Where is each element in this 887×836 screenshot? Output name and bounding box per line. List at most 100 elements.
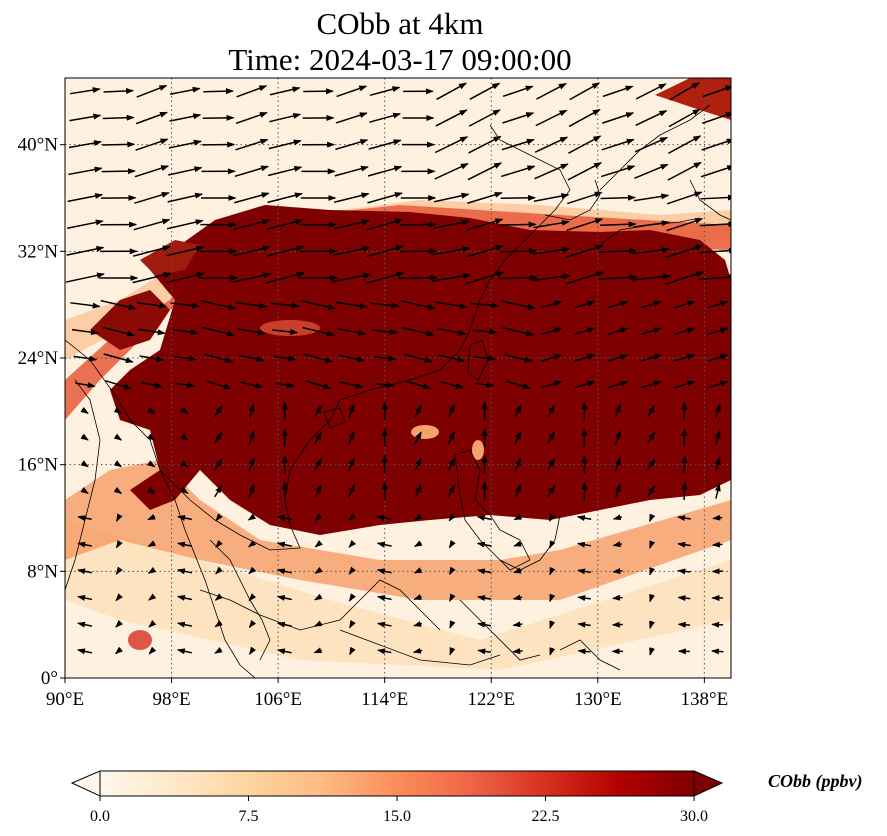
- wind-arrow: [147, 406, 156, 414]
- wind-arrow: [574, 300, 596, 309]
- colorbar-extend-max: [693, 770, 724, 797]
- wind-arrow: [332, 245, 371, 256]
- wind-arrow: [234, 192, 270, 204]
- wind-arrow: [665, 244, 704, 258]
- wind-arrow: [649, 593, 655, 603]
- wind-arrow: [77, 648, 93, 655]
- wind-arrow: [177, 515, 192, 521]
- wind-arrow: [472, 328, 498, 335]
- colorbar-tick-label: 15.0: [383, 808, 411, 825]
- wind-arrow: [232, 272, 272, 283]
- map-frame: [64, 77, 732, 679]
- smoke-plume-patch: [140, 240, 200, 275]
- wind-arrow: [115, 566, 123, 575]
- wind-arrow: [113, 406, 123, 414]
- wind-arrow: [449, 620, 456, 629]
- chart-title: CObb at 4km: [316, 6, 484, 41]
- y-tick-label: 16°N: [18, 455, 59, 476]
- wind-arrow: [314, 513, 323, 522]
- wind-arrow: [649, 647, 655, 656]
- wind-arrow: [77, 621, 93, 628]
- wind-arrow: [669, 82, 701, 101]
- wind-arrow: [549, 620, 556, 629]
- wind-arrow: [501, 138, 535, 151]
- wind-arrow: [677, 595, 691, 602]
- wind-arrow: [649, 540, 656, 549]
- wind-arrow: [102, 141, 136, 148]
- wind-arrow: [614, 404, 622, 418]
- wind-arrow: [512, 567, 523, 574]
- wind-arrow: [514, 430, 522, 445]
- wind-arrow: [332, 272, 372, 283]
- wind-arrow: [276, 568, 292, 575]
- wind-arrow: [347, 484, 355, 498]
- colorbar-tick-label: 22.5: [532, 808, 560, 825]
- wind-arrow: [176, 568, 193, 575]
- wind-arrow: [549, 566, 556, 576]
- wind-arrow: [303, 353, 334, 363]
- wind-arrow: [135, 111, 168, 125]
- wind-arrow: [414, 431, 422, 445]
- wind-arrow: [147, 540, 156, 548]
- wind-arrow: [73, 355, 98, 362]
- wind-arrow: [400, 300, 437, 310]
- wind-arrow: [236, 85, 268, 98]
- wind-arrow: [566, 218, 604, 232]
- wind-arrow: [512, 621, 523, 628]
- wind-arrow: [273, 355, 297, 362]
- wind-arrow: [532, 246, 571, 255]
- wind-arrow: [276, 648, 292, 655]
- plume-hole-4: [128, 630, 152, 650]
- wind-arrow: [232, 245, 271, 257]
- wind-arrow: [402, 326, 435, 337]
- wind-arrow: [135, 138, 169, 151]
- wind-arrow: [349, 646, 356, 656]
- wind-arrow: [674, 380, 696, 389]
- wind-arrow: [674, 327, 696, 336]
- wind-arrow: [601, 138, 635, 151]
- wind-arrow: [640, 380, 663, 389]
- wind-arrow: [532, 273, 572, 282]
- wind-arrow: [449, 593, 456, 602]
- wind-arrow: [577, 621, 591, 628]
- wind-arrow: [502, 85, 534, 98]
- wind-arrow: [467, 162, 503, 181]
- wind-arrow: [167, 192, 204, 203]
- wind-arrow: [236, 301, 268, 309]
- wind-arrow: [272, 328, 299, 335]
- wind-arrow: [632, 246, 671, 255]
- wind-arrow: [133, 218, 171, 231]
- colorbar-tick-label: 0.0: [90, 808, 110, 825]
- wind-arrow: [314, 484, 322, 498]
- wind-arrow: [66, 245, 105, 256]
- map-area: [65, 78, 731, 678]
- wind-arrow: [115, 539, 123, 549]
- wind-arrow: [698, 274, 731, 281]
- wind-arrow: [547, 431, 556, 445]
- wind-arrow: [172, 329, 199, 335]
- wind-arrow: [607, 300, 629, 309]
- wind-arrow: [313, 647, 323, 654]
- wind-arrow: [113, 460, 123, 468]
- wind-arrow: [567, 162, 602, 181]
- wind-arrow: [647, 404, 656, 418]
- wind-arrow: [676, 515, 691, 522]
- wind-arrow: [412, 647, 423, 654]
- wind-arrow: [502, 112, 535, 124]
- wind-arrow: [213, 458, 223, 471]
- wind-arrow: [276, 541, 292, 548]
- wind-arrow: [710, 648, 724, 655]
- wind-arrow: [677, 568, 691, 575]
- wind-arrow: [547, 404, 555, 418]
- wind-arrow: [276, 621, 292, 628]
- wind-arrow: [666, 191, 703, 205]
- wind-arrow: [413, 594, 422, 601]
- wind-arrow: [473, 355, 497, 362]
- wind-arrow: [68, 140, 102, 149]
- wind-arrow: [549, 593, 556, 603]
- wind-arrow: [313, 620, 323, 627]
- wind-arrow: [436, 82, 467, 101]
- wind-arrow: [67, 193, 104, 203]
- wind-arrow: [540, 300, 563, 309]
- wind-arrow: [235, 111, 268, 125]
